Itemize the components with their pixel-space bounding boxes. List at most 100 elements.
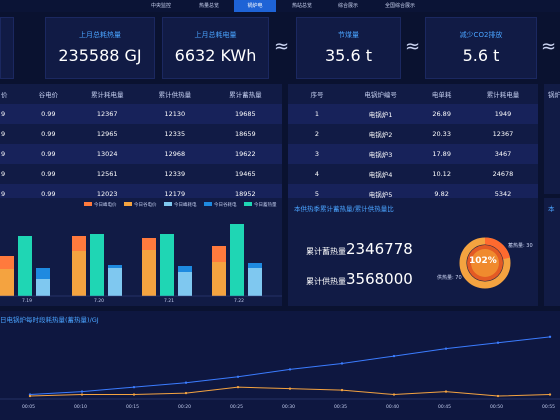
kpi-label: 节煤量	[338, 31, 359, 39]
table-cell: 18659	[234, 130, 256, 138]
table-cell: 19465	[234, 170, 256, 178]
table-cell: 20.33	[432, 130, 451, 138]
x-tick-label: 00:35	[334, 404, 347, 410]
table-cell: 12335	[164, 130, 186, 138]
legend-label: 今日峰耗电	[174, 201, 197, 208]
bar	[212, 262, 226, 296]
nav-item-station-overview[interactable]: 热站总览	[291, 3, 312, 9]
table-row: 2 电锅炉2 20.33 12367	[288, 124, 538, 144]
price-table: 价 谷电价 累计耗电量 累计供热量 累计蓄热量 9 0.99 12367 121…	[0, 84, 282, 204]
bar	[90, 234, 104, 296]
legend-swatch	[124, 202, 132, 206]
x-tick-label: 00:15	[126, 404, 139, 410]
table-row: 9 0.99 13024 12968 19622	[0, 144, 282, 164]
bar	[178, 272, 192, 296]
table-cell: 9	[0, 144, 24, 164]
gauge-inner	[471, 249, 499, 277]
supplied-heat-value: 3568000	[346, 270, 413, 288]
table-cell: 电锅炉3	[345, 144, 416, 164]
approx-icon: ≈	[274, 36, 290, 57]
x-tick-label: 00:45	[438, 404, 451, 410]
table-cell: 10.12	[432, 170, 451, 178]
table-cell: 2	[314, 130, 320, 138]
x-tick-label: 00:40	[386, 404, 399, 410]
table-cell: 3	[288, 144, 346, 164]
kpi-value: 6632 KWh	[174, 46, 257, 65]
table-cell: 0.99	[23, 104, 74, 124]
kpi-card-coal-saved: 节煤量 35.6 t	[296, 17, 401, 79]
x-tick-label: 00:25	[230, 404, 243, 410]
bar	[18, 236, 32, 296]
kpi-label: 上月总耗热量	[79, 31, 121, 39]
table-header: 序号	[310, 91, 324, 99]
table-cell: 12561	[96, 170, 118, 178]
boiler-table-panel: 序号 电锅炉编号 电单耗 累计耗电量 1 电锅炉1 26.89 1949 2 电…	[288, 84, 538, 204]
legend-swatch	[164, 202, 172, 206]
bar	[108, 268, 122, 296]
nav-item-boiler-power[interactable]: 锅炉电	[234, 0, 276, 12]
data-point	[184, 391, 188, 395]
table-cell: 0.99	[41, 170, 56, 178]
table-cell: 26.89	[415, 104, 468, 124]
table-row: 4 电锅炉4 10.12 24678	[288, 164, 538, 184]
nav-item-integrated-display[interactable]: 综合展示	[337, 3, 358, 9]
nav-item-central-monitor[interactable]: 中央监控	[150, 3, 171, 9]
table-cell: 9	[1, 130, 6, 138]
table-header: 电锅炉编号	[364, 91, 397, 99]
kpi-card-heat-consumption: 上月总耗热量 235588 GJ	[45, 17, 155, 79]
table-cell: 9	[0, 104, 24, 124]
table-header: 累计耗电量	[90, 91, 124, 99]
x-tick-label: 00:30	[282, 404, 295, 410]
x-tick-label: 00:55	[542, 404, 555, 410]
bar	[72, 251, 86, 296]
table-header: 谷电价	[38, 91, 59, 99]
kpi-card-fragment	[0, 17, 14, 79]
data-point	[444, 347, 448, 350]
line-chart-title: 日电锅炉每时段耗热量(蓄热量)/GJ	[0, 316, 99, 324]
table-cell: 3467	[467, 144, 538, 164]
table-cell: 12965	[96, 130, 118, 138]
bar	[230, 224, 244, 296]
legend-label: 今日谷电价	[134, 201, 157, 208]
table-cell: 12367	[73, 104, 142, 124]
series-line	[29, 336, 551, 396]
legend-swatch	[84, 202, 92, 206]
legend-label: 今日谷耗电	[214, 201, 237, 208]
table-row: 1 电锅炉1 26.89 1949	[288, 104, 538, 124]
table-header: 累计耗电量	[486, 91, 520, 99]
data-point	[236, 375, 240, 378]
gauge-percent: 102%	[469, 256, 497, 266]
line-chart: 00:05 00:10 00:15 00:20 00:25 00:30 00:35 00:40…	[0, 335, 560, 410]
table-cell: 19685	[208, 104, 282, 124]
data-point	[496, 394, 500, 398]
table-cell: 19622	[208, 144, 282, 164]
legend-label: 今日蓄热量	[254, 201, 277, 208]
bar-chart-panel: 今日峰电价 今日谷电价 今日峰耗电 今日谷耗电 今日蓄热量 7.19 7.20 7.21 7.2…	[0, 198, 282, 306]
ratio-gauge	[459, 237, 511, 289]
bar	[0, 269, 14, 296]
far-right-panel: 锅炉	[544, 84, 560, 194]
table-header: 电单耗	[431, 91, 452, 99]
table-cell: 电锅炉2	[368, 131, 393, 139]
boiler-table: 序号 电锅炉编号 电单耗 累计耗电量 1 电锅炉1 26.89 1949 2 电…	[288, 84, 538, 204]
nav-item-heat-overview[interactable]: 热量总览	[198, 3, 219, 9]
legend-label: 今日峰电价	[94, 201, 117, 208]
data-point	[548, 393, 552, 396]
data-point	[340, 388, 344, 392]
table-cell: 电锅炉1	[345, 104, 416, 124]
table-cell: 17.89	[415, 144, 468, 164]
data-point	[340, 362, 344, 365]
kpi-value: 35.6 t	[325, 46, 372, 65]
table-row: 9 0.99 12367 12130 19685	[0, 104, 282, 124]
table-cell: 12968	[141, 144, 209, 164]
bar-chart: 今日峰电价 今日谷电价 今日峰耗电 今日谷耗电 今日蓄热量 7.19 7.20 7.21 7.2…	[0, 201, 282, 304]
far-right-panel-2: 本	[544, 198, 560, 306]
nav-item-national-display[interactable]: 全国综合展示	[384, 3, 415, 9]
data-point	[496, 341, 500, 344]
data-point	[184, 381, 188, 384]
table-cell: 4	[314, 170, 320, 178]
table-cell: 12339	[164, 170, 186, 178]
data-point	[392, 354, 396, 358]
stored-heat-value: 2346778	[346, 240, 413, 258]
bar	[36, 279, 50, 296]
